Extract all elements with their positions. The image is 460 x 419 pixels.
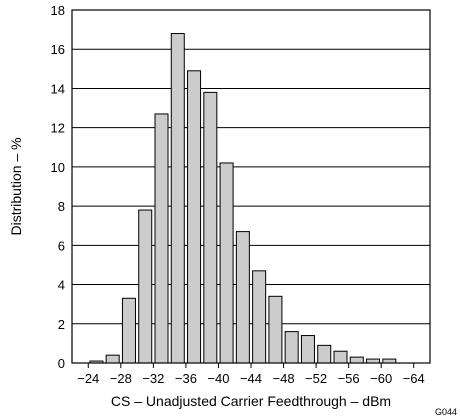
bar (121, 297, 136, 364)
x-tick-label: −28 (110, 371, 132, 386)
x-tick-label: −52 (305, 371, 327, 386)
x-tick-label: −64 (403, 371, 425, 386)
bar (349, 356, 364, 364)
bar (284, 331, 299, 364)
bar (252, 270, 267, 364)
bar (203, 91, 218, 364)
y-tick-label: 6 (58, 238, 65, 253)
x-tick-label: −36 (175, 371, 197, 386)
x-tick-label: −40 (207, 371, 229, 386)
y-tick-label: 2 (58, 317, 65, 332)
bar (154, 113, 169, 364)
bar (105, 354, 120, 364)
y-tick-label: 16 (51, 42, 65, 57)
x-axis-title: CS – Unadjusted Carrier Feedthrough – dB… (111, 393, 391, 409)
bar (187, 70, 202, 364)
x-tick-label: −48 (273, 371, 295, 386)
y-tick-label: 14 (51, 81, 65, 96)
bars (89, 33, 397, 364)
bar (300, 335, 315, 364)
y-tick-label: 12 (51, 121, 65, 136)
x-tick-label: −32 (142, 371, 164, 386)
bar (268, 295, 283, 364)
x-tick-label: −24 (77, 371, 99, 386)
y-tick-label: 18 (51, 3, 65, 18)
bar (317, 344, 332, 364)
x-axis: −24 −28 −32 −36 −40 −44 −48 −52 −56 −60 −64 (77, 363, 425, 386)
y-axis-title: Distribution – % (8, 137, 24, 235)
y-tick-label: 4 (58, 278, 65, 293)
bar (170, 33, 185, 364)
x-tick-label: −60 (370, 371, 392, 386)
y-tick-label: 10 (51, 160, 65, 175)
x-tick-label: −44 (240, 371, 262, 386)
y-axis: 0 2 4 6 8 10 12 14 16 18 (51, 3, 65, 371)
y-tick-label: 8 (58, 199, 65, 214)
figure-code: G044 (435, 407, 457, 417)
y-tick-label: 0 (58, 356, 65, 371)
bar (235, 231, 250, 364)
bar (219, 162, 234, 364)
gridlines (72, 48, 430, 325)
x-tick-label: −56 (338, 371, 360, 386)
bar (138, 209, 153, 364)
bar (333, 350, 348, 364)
